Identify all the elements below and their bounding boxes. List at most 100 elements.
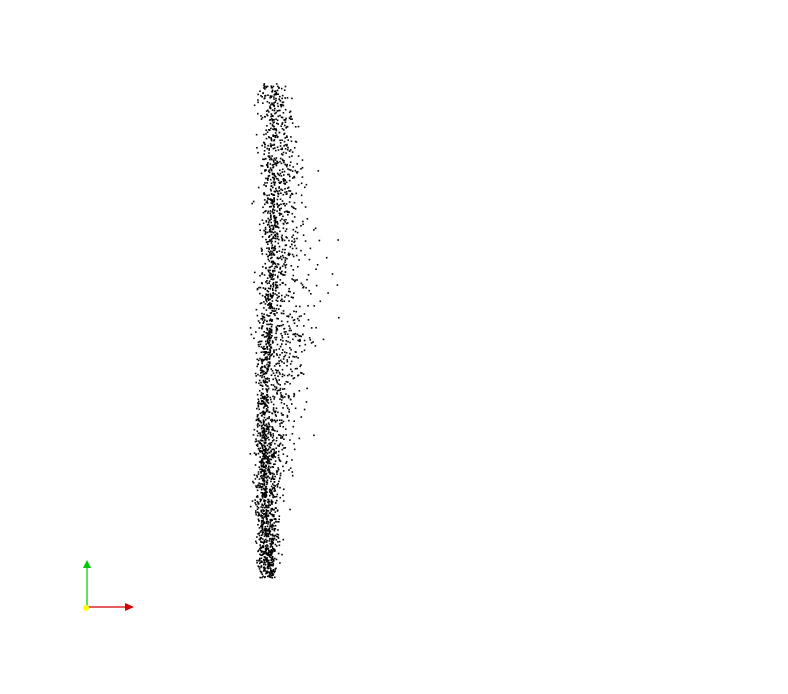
cloud-point (257, 501, 259, 504)
cloud-point (270, 499, 273, 502)
cloud-point (263, 491, 266, 494)
cloud-point (267, 250, 270, 253)
cloud-point (260, 367, 262, 369)
cloud-point (252, 480, 254, 483)
cloud-point (282, 414, 285, 416)
cloud-point (272, 433, 274, 435)
cloud-point (270, 242, 273, 244)
cloud-point (256, 508, 259, 510)
cloud-point (273, 396, 276, 398)
cloud-point (262, 334, 265, 336)
cloud-point (269, 105, 271, 108)
cloud-point (280, 207, 282, 210)
cloud-point (266, 385, 268, 387)
cloud-point (268, 247, 270, 249)
cloud-point (264, 356, 267, 359)
cloud-point (269, 352, 271, 354)
cloud-point (256, 407, 258, 410)
cloud-point (282, 396, 284, 399)
cloud-point (259, 498, 261, 501)
cloud-point (278, 362, 280, 365)
cloud-point (266, 529, 269, 532)
cloud-point (260, 358, 263, 361)
cloud-point (277, 456, 280, 459)
cloud-point (268, 266, 271, 269)
cloud-point (269, 573, 271, 575)
cloud-point (265, 553, 268, 555)
cloud-point (265, 331, 267, 334)
cloud-point (276, 300, 279, 302)
cloud-point (260, 346, 263, 348)
cloud-point (271, 440, 274, 442)
cloud-point (277, 536, 279, 538)
cloud-point (270, 273, 272, 275)
cloud-point (295, 310, 297, 313)
cloud-point (263, 550, 265, 553)
cloud-point (287, 315, 290, 318)
cloud-point (283, 132, 286, 135)
cloud-point (270, 221, 272, 224)
cloud-point (269, 239, 271, 241)
cloud-point (272, 278, 274, 281)
cloud-point (260, 468, 262, 470)
cloud-point (267, 563, 269, 566)
cloud-point (287, 336, 290, 338)
cloud-point (269, 97, 271, 99)
cloud-point (267, 469, 269, 472)
cloud-point (268, 470, 271, 472)
cloud-point (261, 445, 263, 447)
cloud-point (277, 467, 279, 469)
cloud-point (268, 248, 270, 250)
cloud-point (300, 335, 302, 338)
cloud-point (270, 257, 272, 260)
cloud-point (277, 533, 280, 536)
cloud-point (283, 219, 285, 221)
y-axis-arrow-icon (83, 560, 91, 568)
cloud-point (283, 160, 285, 162)
cloud-point (260, 392, 263, 394)
cloud-point (274, 191, 277, 193)
cloud-point (277, 263, 280, 266)
cloud-point (260, 475, 262, 477)
cloud-point (263, 413, 266, 416)
cloud-point (269, 230, 272, 232)
cloud-point (265, 201, 268, 204)
cloud-point (277, 173, 280, 176)
cloud-point (281, 343, 283, 345)
cloud-point (256, 416, 259, 418)
cloud-point (290, 329, 292, 332)
cloud-point (272, 236, 275, 238)
cloud-point (266, 567, 269, 569)
cloud-point (263, 474, 265, 477)
cloud-point (257, 452, 260, 455)
cloud-point (268, 462, 271, 465)
cloud-point (267, 505, 270, 507)
cloud-point (260, 403, 262, 405)
cloud-point (296, 171, 299, 173)
cloud-point (263, 556, 266, 558)
cloud-point (291, 151, 294, 153)
cloud-point (317, 170, 320, 172)
cloud-point (270, 278, 272, 280)
cloud-point (271, 448, 273, 451)
cloud-point (271, 246, 273, 248)
cloud-point (278, 131, 281, 134)
cloud-point (286, 165, 288, 168)
cloud-point (265, 570, 267, 573)
cloud-point (264, 230, 267, 233)
cloud-point (293, 216, 296, 218)
cloud-point (271, 256, 273, 259)
cloud-point (264, 557, 267, 559)
cloud-point (257, 447, 260, 450)
cloud-point (279, 496, 281, 499)
cloud-point (297, 155, 300, 157)
cloud-point (272, 193, 275, 196)
cloud-point (270, 491, 272, 494)
cloud-point (270, 480, 272, 483)
cloud-point (256, 505, 259, 508)
cloud-point (270, 541, 273, 544)
cloud-point (289, 194, 292, 197)
cloud-point (286, 236, 288, 239)
cloud-point (255, 485, 257, 487)
